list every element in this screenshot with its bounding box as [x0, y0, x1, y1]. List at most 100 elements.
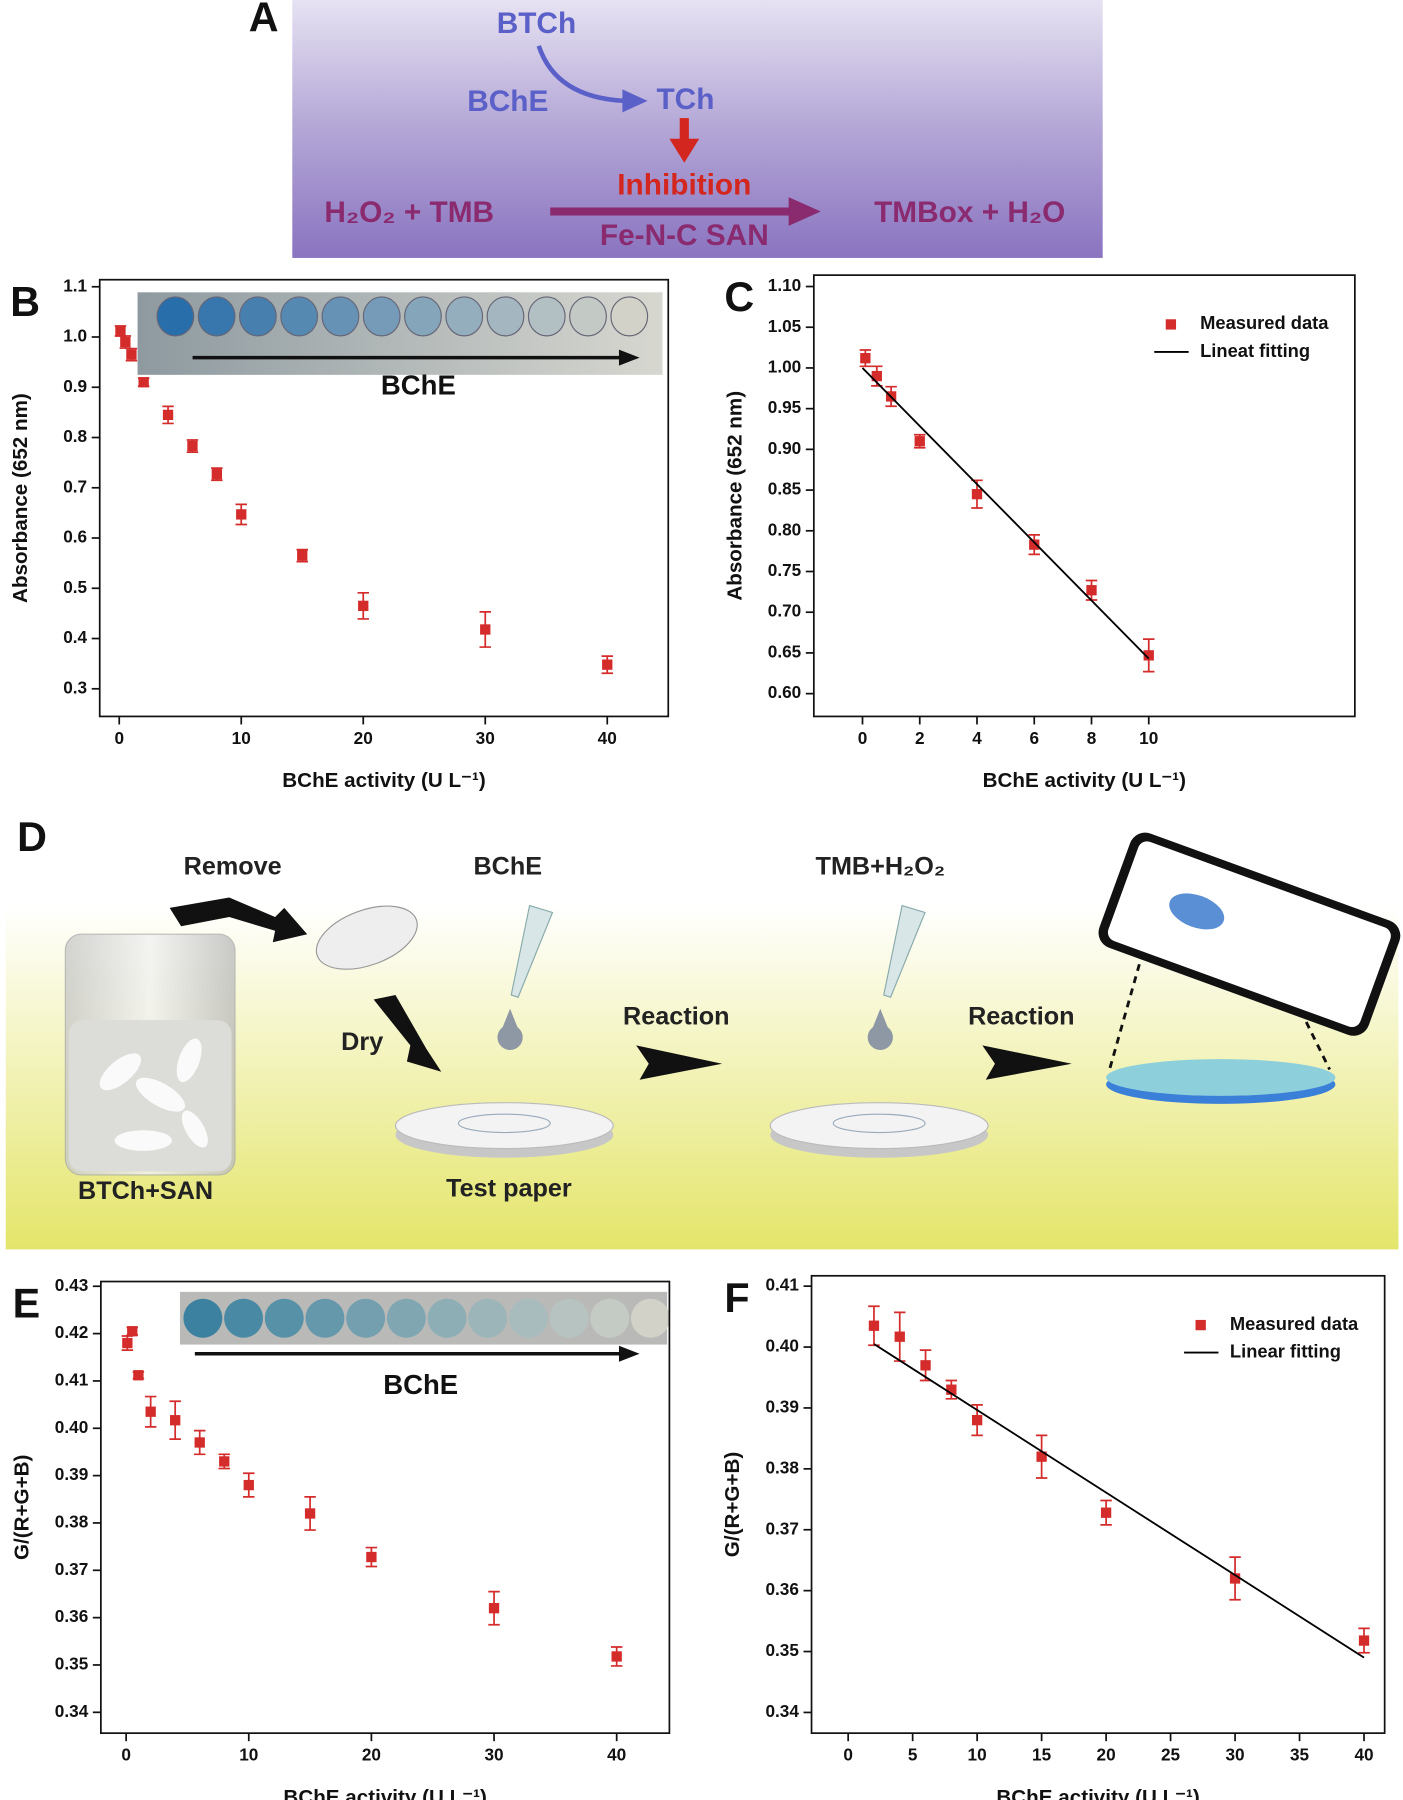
well: [427, 1298, 467, 1338]
test-paper: [1106, 1059, 1336, 1096]
products: TMBox + H₂O: [874, 196, 1065, 229]
plot-frame: [98, 278, 670, 718]
panel-label: D: [17, 814, 47, 860]
well: [610, 296, 649, 337]
disc: [315, 905, 418, 970]
point: [127, 1326, 138, 1337]
point: [602, 659, 613, 670]
well: [362, 296, 401, 337]
step-label: Test paper: [446, 1174, 572, 1202]
point: [894, 1331, 905, 1342]
point: [126, 349, 137, 360]
panel-label: A: [249, 0, 279, 41]
inset-label: BChE: [383, 1369, 458, 1400]
y-tick-label: 0.35: [55, 1654, 89, 1674]
disc: [135, 1077, 185, 1112]
y-tick-label: 0.65: [768, 641, 802, 661]
point: [488, 1603, 500, 1614]
point: [946, 1384, 957, 1395]
well: [197, 296, 236, 337]
y-tick-label: 0.40: [765, 1336, 798, 1356]
point: [304, 1508, 316, 1519]
well: [238, 296, 277, 337]
well: [280, 296, 319, 337]
arrow-head: [622, 89, 648, 113]
legend-label: Measured data: [1230, 1313, 1359, 1334]
y-tick-label: 0.38: [55, 1512, 89, 1532]
effect: Inhibition: [617, 169, 751, 202]
point: [138, 377, 149, 388]
well: [468, 1298, 508, 1338]
x-tick-label: 8: [1087, 728, 1097, 748]
y-tick-label: 1.05: [768, 316, 802, 336]
x-tick-label: 40: [607, 1745, 626, 1765]
legend-swatch: [1165, 319, 1177, 330]
fit-line: [873, 1343, 1365, 1659]
point: [219, 1456, 230, 1467]
y-tick-label: 0.6: [63, 527, 87, 547]
y-tick-label: 0.3: [63, 677, 87, 697]
well: [156, 296, 195, 337]
disc: [181, 1110, 208, 1148]
point: [1029, 539, 1040, 550]
y-tick-label: 0.39: [55, 1464, 88, 1484]
step-label: Reaction: [623, 1003, 729, 1031]
substrate: BTCh: [497, 7, 576, 40]
x-tick-label: 15: [1032, 1745, 1052, 1765]
well: [549, 1298, 589, 1338]
x-tick-label: 0: [121, 1745, 131, 1765]
point: [236, 509, 247, 520]
y-tick-label: 0.8: [63, 426, 87, 446]
catalyst: Fe-N-C SAN: [600, 219, 769, 252]
y-tick-label: 0.80: [768, 519, 801, 539]
step-label: BChE: [473, 852, 542, 880]
y-tick-label: 0.9: [63, 376, 87, 396]
point: [366, 1551, 377, 1563]
x-axis-title: BChE activity (U L⁻¹): [282, 769, 485, 792]
y-tick-label: 0.85: [768, 479, 802, 499]
panel-label: C: [724, 274, 754, 320]
x-tick-label: 30: [1225, 1745, 1244, 1765]
well: [321, 296, 360, 337]
point: [1086, 585, 1097, 596]
point: [860, 353, 871, 364]
y-axis-title: Absorbance (652 nm): [9, 393, 32, 603]
x-tick-label: 10: [239, 1745, 258, 1765]
point: [170, 1415, 181, 1426]
y-tick-label: 0.4: [63, 627, 87, 647]
y-tick-label: 0.35: [765, 1640, 799, 1660]
arrow: [169, 897, 308, 943]
point: [243, 1479, 254, 1491]
arrow: [373, 994, 442, 1072]
plot-frame: [100, 1280, 671, 1735]
scheme-a: A BTCh BChE TCh Inhibition H₂O₂ + TMB Fe…: [249, 0, 1103, 258]
well: [590, 1298, 630, 1338]
x-tick-label: 10: [968, 1745, 987, 1765]
product: TCh: [656, 83, 714, 116]
step-label: TMB+H₂O₂: [816, 852, 946, 880]
disc: [114, 1130, 172, 1151]
arrow-head: [669, 138, 700, 163]
well: [404, 296, 442, 337]
plot-frame: [812, 274, 1356, 718]
point: [211, 469, 223, 480]
pipette: [867, 904, 926, 1050]
x-axis-title: BChE activity (U L⁻¹): [283, 1786, 486, 1800]
x-tick-label: 40: [1354, 1745, 1373, 1765]
y-tick-label: 0.41: [765, 1275, 799, 1295]
fit-line: [861, 367, 1150, 660]
reactants: H₂O₂ + TMB: [324, 196, 494, 229]
point: [122, 1337, 133, 1349]
well: [386, 1298, 426, 1338]
x-tick-label: 10: [1139, 728, 1158, 748]
well: [631, 1298, 670, 1338]
point: [1143, 650, 1154, 661]
y-tick-label: 0.40: [55, 1417, 88, 1437]
y-axis-title: Absorbance (652 nm): [723, 391, 746, 601]
y-tick-label: 0.95: [768, 397, 802, 417]
x-tick-label: 30: [484, 1745, 503, 1765]
panel-label: F: [724, 1275, 749, 1321]
phone: [1098, 832, 1401, 1036]
y-tick-label: 0.60: [768, 682, 801, 702]
